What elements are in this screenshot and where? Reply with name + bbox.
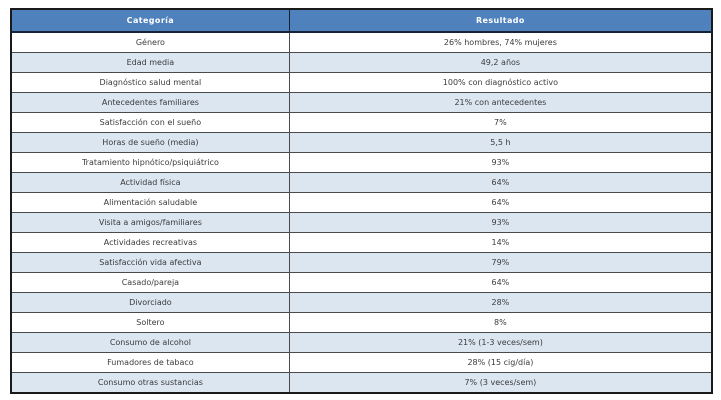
category-cell: Tratamiento hipnótico/psiquiátrico: [10, 152, 290, 173]
result-cell: 21% con antecedentes: [288, 92, 713, 113]
table-row: Fumadores de tabaco 28% (15 cig/día): [10, 352, 713, 373]
category-cell: Consumo de alcohol: [10, 332, 290, 353]
table-row: Casado/pareja 64%: [10, 272, 713, 293]
category-cell: Divorciado: [10, 292, 290, 313]
category-cell: Actividad física: [10, 172, 290, 193]
table-row: Visita a amigos/familiares 93%: [10, 212, 713, 233]
category-cell: Horas de sueño (media): [10, 132, 290, 153]
category-cell: Fumadores de tabaco: [10, 352, 290, 373]
header-cell-categoria: Categoría: [10, 8, 290, 33]
category-cell: Casado/pareja: [10, 272, 290, 293]
category-cell: Soltero: [10, 312, 290, 333]
result-cell: 93%: [288, 212, 713, 233]
table-row: Tratamiento hipnótico/psiquiátrico 93%: [10, 152, 713, 173]
result-cell: 14%: [288, 232, 713, 253]
results-table-container: Categoría Resultado Género 26% hombres, 7…: [10, 8, 713, 394]
table-row: Actividades recreativas 14%: [10, 232, 713, 253]
result-cell: 5,5 h: [288, 132, 713, 153]
category-cell: Visita a amigos/familiares: [10, 212, 290, 233]
table-row: Actividad física 64%: [10, 172, 713, 193]
table-row: Alimentación saludable 64%: [10, 192, 713, 213]
category-cell: Diagnóstico salud mental: [10, 72, 290, 93]
result-cell: 64%: [288, 272, 713, 293]
table-row: Consumo otras sustancias 7% (3 veces/sem): [10, 372, 713, 394]
table-row: Género 26% hombres, 74% mujeres: [10, 31, 713, 53]
category-cell: Edad media: [10, 52, 290, 73]
result-cell: 7%: [288, 112, 713, 133]
category-cell: Alimentación saludable: [10, 192, 290, 213]
result-cell: 21% (1-3 veces/sem): [288, 332, 713, 353]
table-body: Género 26% hombres, 74% mujeres Edad media…: [10, 31, 713, 394]
result-cell: 93%: [288, 152, 713, 173]
table-row: Edad media 49,2 años: [10, 52, 713, 73]
table-row: Divorciado 28%: [10, 292, 713, 313]
category-cell: Satisfacción con el sueño: [10, 112, 290, 133]
table-row: Satisfacción vida afectiva 79%: [10, 252, 713, 273]
header-cell-resultado: Resultado: [288, 8, 713, 33]
results-table: Categoría Resultado Género 26% hombres, 7…: [10, 8, 713, 394]
table-row: Satisfacción con el sueño 7%: [10, 112, 713, 133]
result-cell: 100% con diagnóstico activo: [288, 72, 713, 93]
result-cell: 28% (15 cig/día): [288, 352, 713, 373]
table-row: Soltero 8%: [10, 312, 713, 333]
result-cell: 7% (3 veces/sem): [288, 372, 713, 394]
result-cell: 28%: [288, 292, 713, 313]
header-row: Categoría Resultado: [10, 8, 713, 33]
result-cell: 64%: [288, 172, 713, 193]
result-cell: 49,2 años: [288, 52, 713, 73]
category-cell: Antecedentes familiares: [10, 92, 290, 113]
table-row: Horas de sueño (media) 5,5 h: [10, 132, 713, 153]
table-row: Diagnóstico salud mental 100% con diagnós…: [10, 72, 713, 93]
category-cell: Satisfacción vida afectiva: [10, 252, 290, 273]
result-cell: 79%: [288, 252, 713, 273]
table-header: Categoría Resultado: [10, 8, 713, 33]
result-cell: 8%: [288, 312, 713, 333]
result-cell: 64%: [288, 192, 713, 213]
table-row: Consumo de alcohol 21% (1-3 veces/sem): [10, 332, 713, 353]
category-cell: Consumo otras sustancias: [10, 372, 290, 394]
result-cell: 26% hombres, 74% mujeres: [288, 31, 713, 53]
category-cell: Género: [10, 31, 290, 53]
table-row: Antecedentes familiares 21% con anteceden…: [10, 92, 713, 113]
category-cell: Actividades recreativas: [10, 232, 290, 253]
